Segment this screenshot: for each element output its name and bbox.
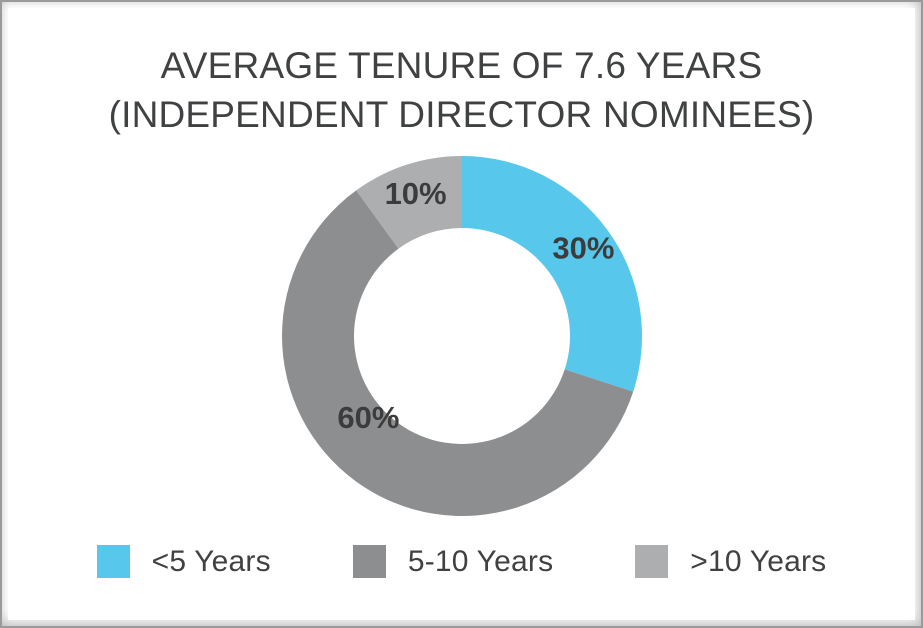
legend-swatch-under-5-years	[96, 545, 130, 579]
legend-swatch-5-10-years	[352, 545, 386, 579]
chart-title-line2: (INDEPENDENT DIRECTOR NOMINEES)	[108, 93, 815, 135]
slice-label-0: 30%	[552, 230, 614, 265]
legend-item-over-10-years: >10 Years	[635, 545, 826, 579]
legend-label-5-10-years: 5-10 Years	[407, 544, 554, 578]
donut-slice-1	[281, 190, 633, 516]
legend-label-over-10-years: >10 Years	[690, 544, 827, 578]
legend-item-5-10-years: 5-10 Years	[352, 544, 554, 579]
chart-title: AVERAGE TENURE OF 7.6 YEARS (INDEPENDENT…	[109, 42, 815, 140]
donut-slice-0	[461, 155, 642, 392]
donut-chart: 30% 60% 10%	[281, 155, 642, 516]
legend-swatch-over-10-years	[635, 545, 669, 579]
slice-label-2: 10%	[384, 175, 446, 210]
chart-legend: <5 Years 5-10 Years >10 Years	[96, 544, 827, 579]
chart-card: AVERAGE TENURE OF 7.6 YEARS (INDEPENDENT…	[8, 8, 915, 620]
legend-item-under-5-years: <5 Years	[96, 544, 271, 579]
donut-slice-2	[355, 155, 462, 249]
legend-label-under-5-years: <5 Years	[151, 544, 271, 578]
chart-title-line1: AVERAGE TENURE OF 7.6 YEARS	[160, 45, 763, 86]
donut-chart-area: 30% 60% 10%	[280, 154, 644, 523]
slice-label-1: 60%	[337, 400, 399, 435]
